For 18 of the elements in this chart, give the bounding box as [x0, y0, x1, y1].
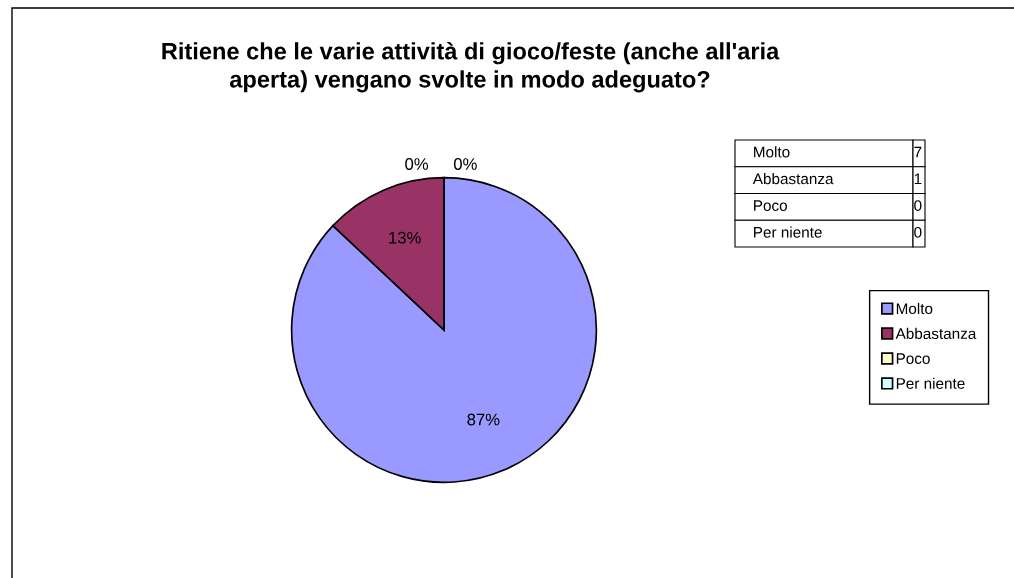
- legend-label: Molto: [896, 302, 933, 315]
- legend-label: Poco: [896, 353, 930, 364]
- pie-slice: [290, 176, 598, 484]
- text: 7: [914, 146, 922, 158]
- text: 0%: [453, 158, 477, 170]
- legend-label: Per niente: [896, 377, 965, 389]
- category-label: Molto: [754, 146, 790, 158]
- text: 0%: [405, 158, 429, 170]
- legend-label: Abbastanza: [895, 327, 977, 340]
- text: 0: [914, 226, 922, 238]
- chart-title: Ritiene che le varie attività di gioco/feste (anche all'aria aperta) vengano svolte in modo adeguato?: [162, 42, 780, 93]
- text: 0: [914, 200, 922, 211]
- category-label: Per niente: [754, 226, 822, 238]
- category-label: Abbastanza: [752, 173, 834, 185]
- category-label: Poco: [754, 200, 787, 211]
- text: 1: [914, 173, 922, 185]
- data-label: 87%: [467, 413, 500, 426]
- data-label: 13%: [389, 231, 421, 244]
